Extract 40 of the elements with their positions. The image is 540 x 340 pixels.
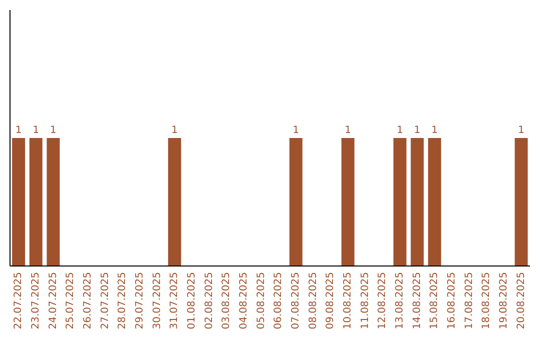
x-tick-label: 30.07.2025 (152, 272, 163, 330)
x-tick-label: 26.07.2025 (82, 272, 94, 330)
x-tick-label: 19.08.2025 (498, 272, 510, 330)
x-tick-label: 28.07.2025 (117, 272, 128, 330)
x-tick-label: 16.08.2025 (446, 272, 458, 330)
x-tick-label: 31.07.2025 (169, 272, 180, 330)
data-label: 1 (344, 125, 352, 136)
x-tick-label: 20.08.2025 (516, 272, 527, 330)
x-tick-label: 03.08.2025 (221, 272, 232, 330)
x-tick-label: 14.08.2025 (412, 272, 423, 330)
data-label: 1 (518, 125, 524, 136)
x-tick-label: 15.08.2025 (429, 272, 440, 330)
x-tick-label: 07.08.2025 (290, 272, 302, 330)
x-tick-label: 27.07.2025 (100, 272, 111, 330)
x-tick-label: 12.08.2025 (377, 272, 388, 330)
x-tick-label: 08.08.2025 (308, 272, 319, 330)
x-tick-label: 10.08.2025 (342, 272, 354, 330)
x-tick-label: 01.08.2025 (186, 272, 198, 330)
x-tick-label: 04.08.2025 (238, 272, 250, 330)
x-tick-label: 25.07.2025 (65, 272, 76, 330)
data-label: 1 (431, 125, 438, 136)
x-tick-label: 09.08.2025 (325, 272, 336, 330)
x-tick-label: 05.08.2025 (256, 272, 267, 330)
x-tick-label: 23.07.2025 (30, 272, 42, 330)
data-label: 1 (50, 125, 56, 136)
data-label: 1 (292, 125, 300, 136)
x-tick-label: 02.08.2025 (204, 272, 215, 330)
x-tick-label: 24.07.2025 (48, 272, 59, 330)
x-tick-label: 18.08.2025 (481, 272, 492, 330)
x-tick-label: 29.07.2025 (134, 272, 146, 330)
x-tick-label: 22.07.2025 (13, 272, 24, 330)
data-label: 1 (171, 125, 178, 136)
x-tick-label: 11.08.2025 (360, 272, 371, 330)
x-tick-label: 06.08.2025 (273, 272, 284, 330)
data-label: 1 (396, 125, 404, 136)
data-label: 1 (414, 125, 420, 136)
x-tick-label: 13.08.2025 (394, 272, 406, 330)
data-label: 1 (15, 125, 22, 136)
data-label: 1 (32, 125, 40, 136)
x-tick-label: 17.08.2025 (464, 272, 475, 330)
